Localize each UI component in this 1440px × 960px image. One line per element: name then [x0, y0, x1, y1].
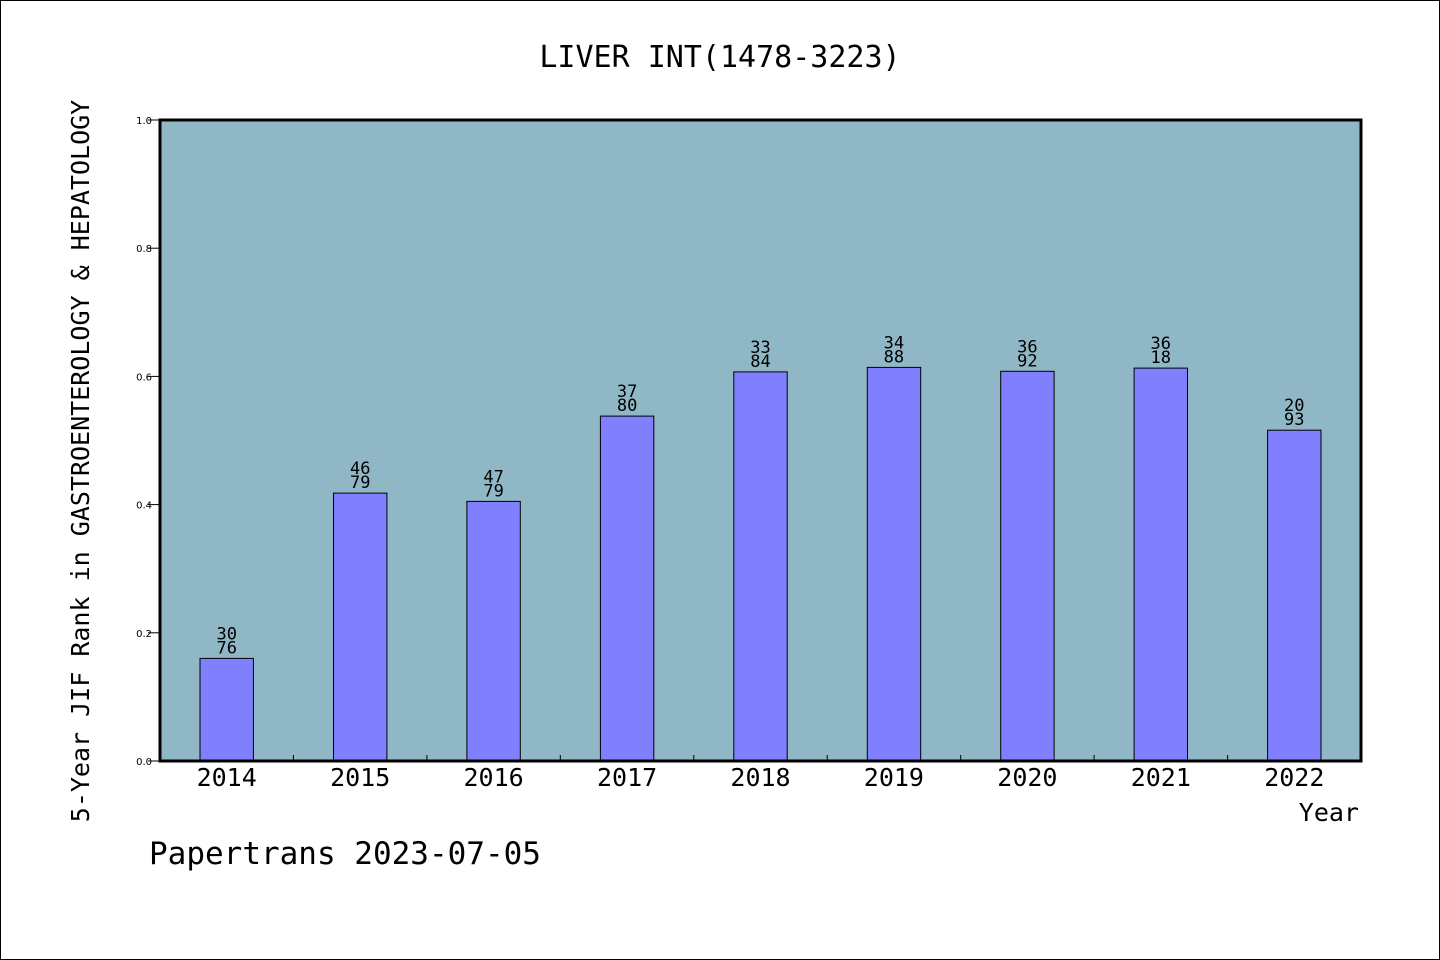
value-label-top-2016: 47: [483, 467, 503, 487]
value-label-bottom-2015: 79: [350, 473, 370, 493]
y-tick-label-0.8: 0.8: [136, 244, 152, 255]
value-label-top-2020: 36: [1017, 337, 1037, 357]
y-tick-label-0.0: 0.0: [136, 757, 152, 768]
value-label-top-2015: 46: [350, 459, 370, 479]
y-tick-label-0.6: 0.6: [136, 372, 152, 383]
y-tick-label-0.4: 0.4: [136, 501, 152, 512]
value-label-top-2017: 37: [617, 382, 637, 402]
value-label-bottom-2017: 80: [617, 396, 637, 416]
y-axis-label: 5-Year JIF Rank in GASTROENTEROLOGY & HE…: [66, 100, 95, 822]
bar-2016: [466, 500, 521, 762]
bar-2019: [866, 366, 922, 762]
chart-title: LIVER INT(1478-3223): [539, 40, 900, 75]
value-label-bottom-2018: 84: [750, 352, 770, 372]
value-label-bottom-2014: 76: [216, 638, 236, 658]
value-label-top-2021: 36: [1151, 334, 1171, 354]
x-axis-ticks: 2014 2015 2016 2017 2018 2019 2020 2021 2022: [197, 755, 1324, 792]
x-tick-label-2015: 2015: [330, 763, 390, 792]
y-axis-ticks: 0.0 0.2 0.4 0.6 0.8 1.0: [136, 116, 160, 768]
value-label-bottom-2022: 93: [1284, 410, 1304, 430]
bar-2014: [199, 657, 254, 762]
x-axis-label: Year: [1299, 798, 1359, 827]
value-label-top-2018: 33: [750, 338, 770, 358]
watermark-text: Papertrans 2023-07-05: [149, 836, 541, 872]
value-label-bottom-2020: 92: [1017, 351, 1037, 371]
value-label-top-2014: 30: [216, 624, 236, 644]
x-tick-label-2017: 2017: [597, 763, 657, 792]
y-tick-label-0.2: 0.2: [136, 629, 152, 640]
x-tick-label-2018: 2018: [730, 763, 790, 792]
bar-2022: [1267, 429, 1322, 762]
x-tick-label-2021: 2021: [1131, 763, 1191, 792]
value-label-top-2019: 34: [884, 333, 904, 353]
y-tick-label-1.0: 1.0: [136, 116, 152, 127]
x-tick-label-2019: 2019: [864, 763, 924, 792]
x-tick-label-2020: 2020: [997, 763, 1057, 792]
bar-2015: [333, 492, 388, 762]
x-tick-label-2014: 2014: [197, 763, 257, 792]
x-tick-label-2016: 2016: [463, 763, 523, 792]
value-label-bottom-2016: 79: [483, 481, 503, 501]
bar-2017: [599, 415, 655, 762]
x-tick-label-2022: 2022: [1264, 763, 1324, 792]
bar-2021: [1133, 367, 1188, 762]
bars-group: [199, 366, 1322, 762]
bar-2020: [1000, 370, 1055, 762]
value-label-bottom-2021: 18: [1151, 348, 1171, 368]
plot-border: [158, 118, 1363, 763]
value-label-bottom-2019: 88: [884, 347, 904, 367]
value-label-top-2022: 20: [1284, 396, 1304, 416]
bar-2018: [733, 371, 788, 762]
